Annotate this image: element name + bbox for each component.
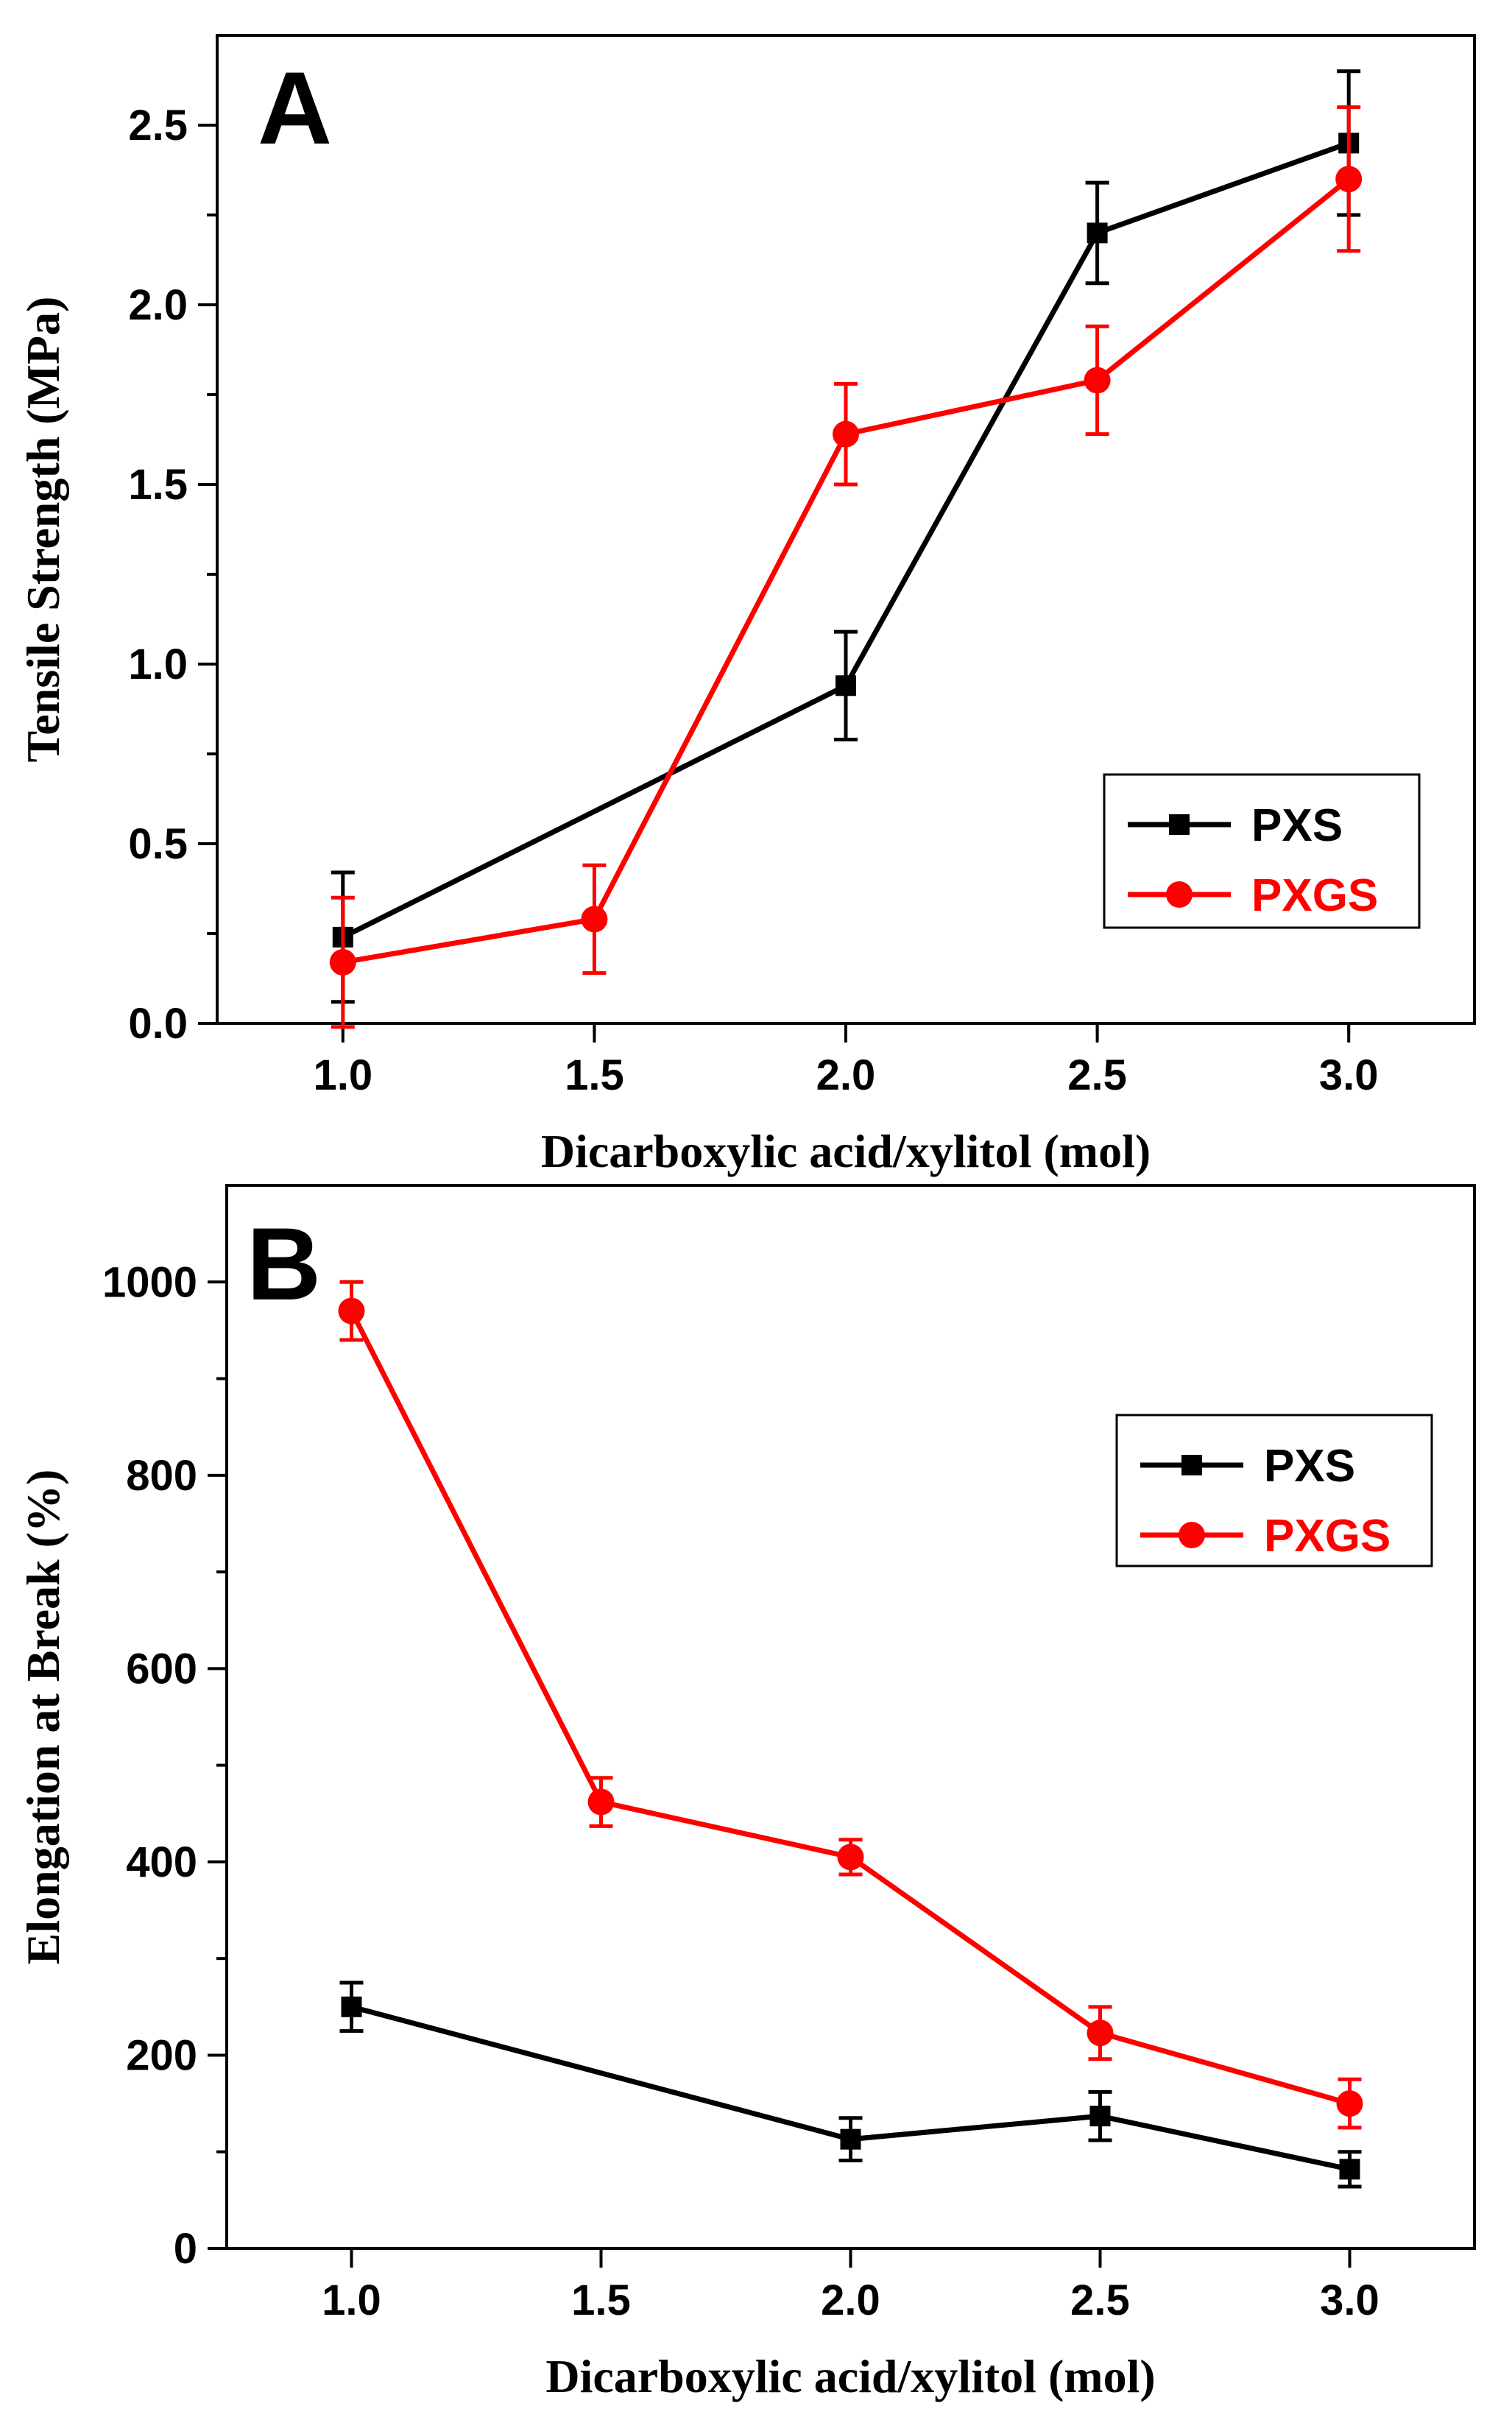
y-tick-label: 2.0 <box>128 281 188 329</box>
x-tick-label: 3.0 <box>1320 2276 1379 2324</box>
legend-label: PXS <box>1264 1441 1355 1492</box>
data-point-circle <box>1087 2019 1114 2047</box>
x-tick-label: 1.5 <box>571 2276 631 2324</box>
legend-label: PXGS <box>1251 870 1378 921</box>
data-point-circle <box>833 420 859 448</box>
y-tick-label: 2.5 <box>128 102 188 149</box>
y-tick-label: 0.0 <box>128 1000 188 1048</box>
legend-marker-square <box>1181 1455 1202 1475</box>
y-tick-label: 1.0 <box>128 641 188 688</box>
x-axis-title: Dicarboxylic acid/xylitol (mol) <box>545 2350 1155 2402</box>
x-tick-label: 2.0 <box>821 2276 880 2324</box>
data-point-circle <box>1335 166 1363 193</box>
x-tick-label: 2.5 <box>1067 1051 1127 1099</box>
y-tick-label: 1.5 <box>128 461 188 509</box>
panel-a: 1.0 1.5 2.0 2.5 3.0 0.0 0.5 1.0 1.5 2.0 2.5 Dicarbo… <box>17 34 1476 1177</box>
data-point-square <box>836 675 856 696</box>
series-pxgs <box>329 105 1363 1029</box>
series-pxgs <box>338 1280 1363 2130</box>
y-tick-label: 800 <box>126 1452 197 1500</box>
data-point-square <box>840 2128 861 2150</box>
data-point-circle <box>581 906 608 933</box>
data-point-circle <box>338 1297 365 1324</box>
legend-marker-circle <box>1166 881 1193 908</box>
legend: PXS PXGS <box>1103 773 1421 929</box>
legend-box <box>1115 1414 1433 1567</box>
data-point-square <box>341 1996 362 2017</box>
series-line <box>350 2004 1351 2172</box>
x-tick-label: 1.0 <box>313 1051 372 1099</box>
legend-box <box>1103 773 1421 929</box>
legend-label: PXS <box>1251 800 1343 851</box>
data-point-circle <box>1084 367 1111 394</box>
legend-label: PXGS <box>1264 1511 1391 1562</box>
series-line <box>342 141 1350 940</box>
data-point-square <box>1089 2106 1111 2127</box>
x-tick-label: 1.0 <box>322 2276 381 2324</box>
y-tick-label: 600 <box>126 1645 197 1693</box>
panel-letter: A <box>258 50 332 166</box>
y-tick-label: 0 <box>174 2225 197 2273</box>
panel-b: 1.0 1.5 2.0 2.5 3.0 0 200 400 600 800 1000 Dicarbox… <box>17 1184 1476 2402</box>
data-point-circle <box>587 1788 615 1816</box>
data-point-circle <box>329 949 356 976</box>
panel-letter: B <box>247 1206 321 1322</box>
y-tick-label: 1000 <box>102 1258 197 1306</box>
y-axis-title: Elongation at Break (%) <box>17 1470 69 1965</box>
x-tick-label: 3.0 <box>1319 1051 1379 1099</box>
y-tick-label: 400 <box>126 1838 197 1886</box>
x-tick-label: 1.5 <box>565 1051 624 1099</box>
x-axis-title: Dicarboxylic acid/xylitol (mol) <box>541 1125 1151 1177</box>
legend: PXS PXGS <box>1115 1414 1433 1567</box>
data-point-circle <box>1336 2090 1363 2117</box>
y-tick-label: 0.5 <box>128 820 188 868</box>
y-axis-title: Tensile Strength (MPa) <box>17 297 69 763</box>
x-tick-label: 2.5 <box>1070 2276 1130 2324</box>
legend-marker-square <box>1169 814 1190 835</box>
data-point-circle <box>837 1844 864 1871</box>
data-point-square <box>1087 222 1108 244</box>
data-point-square <box>1339 2159 1360 2180</box>
x-tick-label: 2.0 <box>816 1051 876 1099</box>
plot-frame <box>225 1184 1476 2250</box>
legend-marker-circle <box>1179 1522 1205 1548</box>
series-pxs <box>339 1980 1362 2189</box>
y-tick-label: 200 <box>126 2031 197 2079</box>
series-pxs <box>331 69 1361 1004</box>
